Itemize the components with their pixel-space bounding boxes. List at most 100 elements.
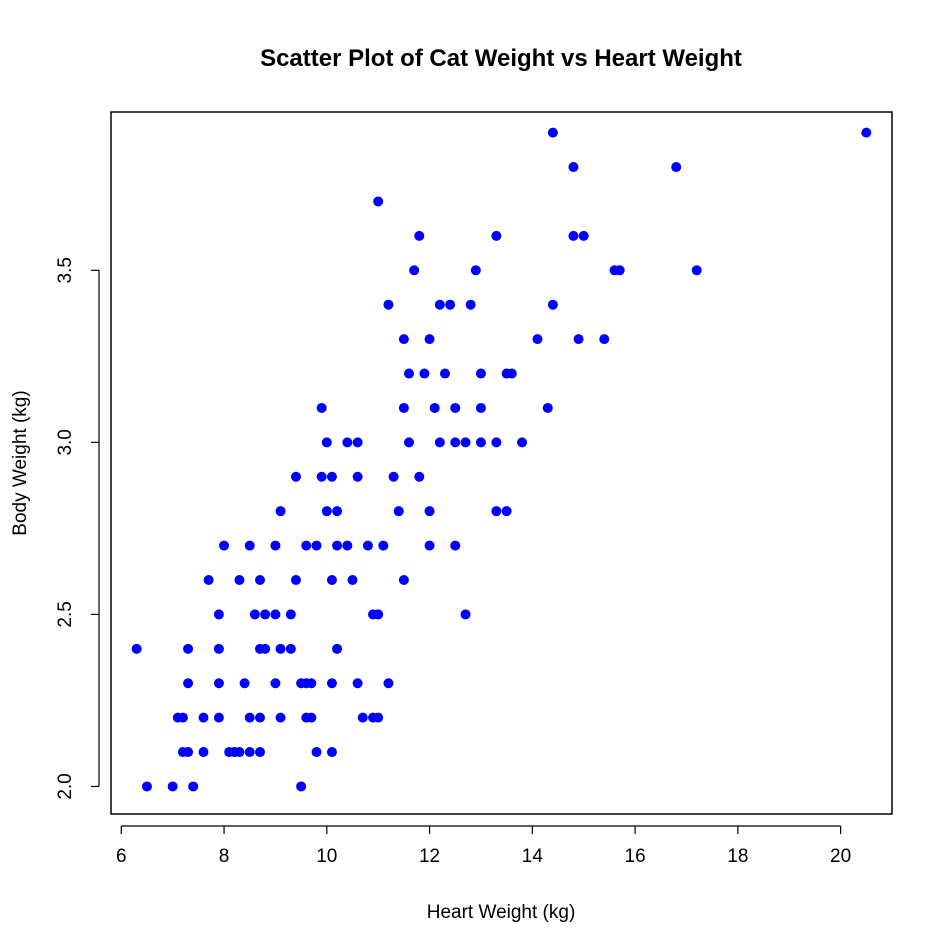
data-point (244, 712, 255, 723)
data-point (691, 265, 702, 276)
y-tick-label: 2.5 (55, 601, 76, 627)
data-point (450, 437, 461, 448)
data-point (342, 540, 353, 551)
data-point (409, 265, 420, 276)
data-point (352, 678, 363, 689)
y-tick-label: 3.0 (55, 429, 76, 455)
data-point (450, 402, 461, 413)
data-point (270, 678, 281, 689)
data-point (568, 162, 579, 173)
data-point (167, 781, 178, 792)
data-point (578, 230, 589, 241)
data-point (388, 471, 399, 482)
data-point (475, 402, 486, 413)
x-axis-label: Heart Weight (kg) (427, 902, 576, 923)
data-point (347, 575, 358, 585)
data-point (311, 540, 322, 551)
data-point (332, 643, 343, 654)
data-point (434, 299, 445, 310)
data-point (326, 575, 337, 585)
data-point (275, 506, 286, 517)
data-point (326, 678, 337, 689)
data-point (332, 506, 343, 517)
x-tick-label: 18 (727, 846, 748, 867)
data-point (424, 540, 435, 551)
data-point (465, 299, 476, 310)
data-point (296, 781, 307, 792)
data-point (398, 334, 409, 345)
data-point (671, 162, 682, 173)
data-point (342, 437, 353, 448)
data-point (414, 230, 425, 241)
data-point (542, 402, 553, 413)
chart-title: Scatter Plot of Cat Weight vs Heart Weig… (260, 45, 742, 72)
data-point (491, 230, 502, 241)
data-point (321, 437, 332, 448)
data-point (501, 506, 512, 517)
data-point (275, 712, 286, 723)
data-point (244, 540, 255, 551)
x-tick-label: 10 (316, 846, 337, 867)
data-point (424, 506, 435, 517)
data-point (183, 678, 194, 689)
data-point (861, 127, 872, 138)
data-point (414, 471, 425, 482)
y-tick-label: 3.5 (55, 257, 76, 283)
data-point (491, 437, 502, 448)
data-point (203, 575, 214, 585)
data-point (141, 781, 152, 792)
data-point (131, 643, 142, 654)
x-tick-label: 12 (419, 846, 440, 867)
data-point (275, 643, 286, 654)
data-points (131, 127, 872, 792)
plot-frame (110, 111, 893, 815)
data-point (285, 609, 296, 620)
data-point (270, 540, 281, 551)
data-point (434, 437, 445, 448)
data-point (460, 437, 471, 448)
x-tick-label: 6 (116, 846, 127, 867)
data-point (285, 643, 296, 654)
data-point (424, 334, 435, 345)
data-point (188, 781, 199, 792)
data-point (306, 678, 317, 689)
data-point (255, 712, 266, 723)
data-point (219, 540, 230, 551)
data-point (352, 471, 363, 482)
data-point (378, 540, 389, 551)
data-point (362, 540, 373, 551)
data-point (244, 747, 255, 758)
data-point (326, 471, 337, 482)
y-axis-label: Body Weight (kg) (10, 390, 31, 535)
data-point (316, 402, 327, 413)
data-point (357, 712, 368, 723)
data-point (183, 747, 194, 758)
data-point (213, 643, 224, 654)
data-point (239, 678, 250, 689)
data-point (198, 712, 209, 723)
x-tick-label: 20 (830, 846, 851, 867)
data-point (568, 230, 579, 241)
data-point (517, 437, 528, 448)
x-tick-label: 8 (219, 846, 230, 867)
data-point (404, 437, 415, 448)
data-point (373, 609, 384, 620)
data-point (213, 678, 224, 689)
data-point (573, 334, 584, 345)
x-axis: 6 8 10 12 14 16 18 20 (116, 825, 851, 867)
data-point (311, 747, 322, 758)
data-point (316, 471, 327, 482)
y-axis: 2.0 2.5 3.0 3.5 (55, 257, 100, 800)
data-point (547, 127, 558, 138)
data-point (419, 368, 430, 379)
data-point (404, 368, 415, 379)
data-point (321, 506, 332, 517)
data-point (439, 368, 450, 379)
data-point (506, 368, 517, 379)
data-point (470, 265, 481, 276)
data-point (234, 747, 245, 758)
data-point (547, 299, 558, 310)
data-point (475, 368, 486, 379)
